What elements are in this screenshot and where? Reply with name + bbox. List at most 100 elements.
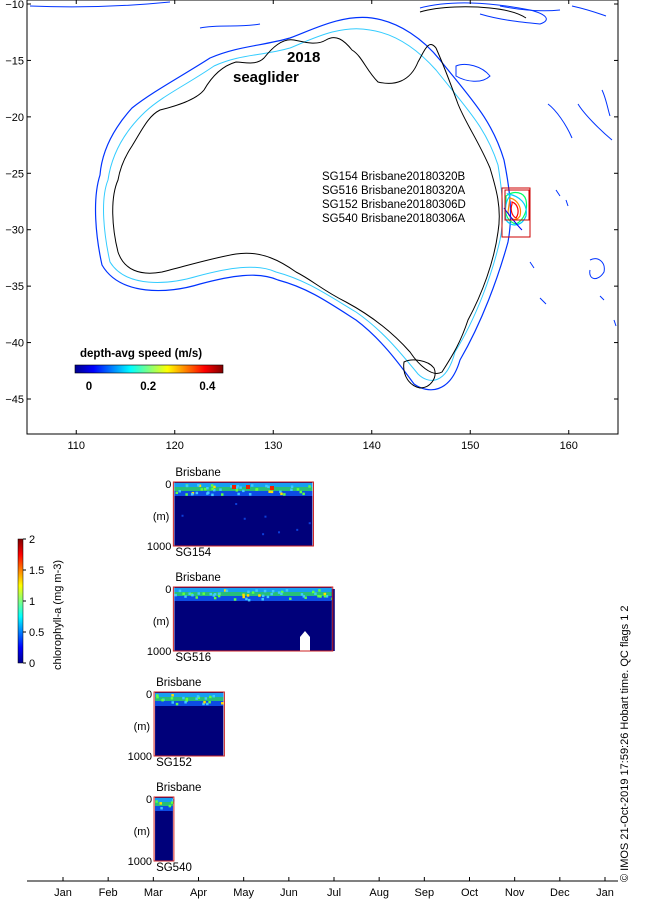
section-speckle [236, 484, 240, 488]
section-speckle [219, 488, 222, 491]
section-speckle [270, 592, 273, 596]
section-speckle [178, 589, 182, 593]
section-speckle [235, 489, 239, 492]
section-speckle [209, 592, 213, 596]
section-speckle [242, 489, 245, 493]
chl-colorbar-tick: 1.5 [29, 565, 44, 577]
speed-colorbar-gradient [74, 364, 224, 374]
section-speckle [263, 589, 267, 593]
section-location: Brisbane [156, 677, 201, 689]
section-speckle [190, 492, 194, 496]
section-speckle [202, 702, 205, 706]
section-high-chl [246, 485, 250, 489]
map-xtick-label: 130 [264, 440, 282, 452]
section-speckle [171, 799, 175, 802]
section-speckle [323, 594, 327, 598]
section-depth-unit: (m) [134, 721, 151, 733]
section-speckle [212, 694, 216, 698]
deployment-label-sg540: SG540 Brisbane20180306A [322, 213, 466, 225]
section-speckle [258, 594, 261, 597]
deployment-list: SG154 Brisbane20180320B SG516 Brisbane20… [322, 171, 466, 225]
section-speckle [200, 488, 203, 491]
section-speckle [206, 486, 209, 490]
section-speckle [191, 593, 194, 597]
section-speckle [170, 697, 174, 700]
section-speckle [223, 589, 227, 592]
glider-track-sg516 [504, 193, 527, 226]
section-speckle [185, 484, 189, 488]
section-speckle [242, 593, 245, 597]
section-speckle [195, 491, 199, 495]
month-tick-label: Nov [505, 887, 525, 899]
deployment-label-sg154: SG154 Brisbane20180320B [322, 171, 466, 183]
section-speckle [290, 488, 293, 492]
section-speckle [323, 592, 327, 596]
chl-colorbar-tick: 0.5 [29, 627, 44, 639]
section-speckle [184, 701, 187, 704]
section-depth-unit: (m) [153, 511, 170, 523]
month-tick-label: Jul [327, 887, 341, 899]
section-speckle [213, 593, 217, 596]
map-xtick-label: 150 [461, 440, 479, 452]
eastern-islands [455, 5, 617, 327]
section-speckle [175, 491, 179, 495]
section-background [155, 797, 173, 861]
speed-colorbar-tick: 0.2 [140, 381, 156, 393]
section-speckle [206, 702, 209, 706]
section-speckle [319, 595, 322, 598]
section-speckle [210, 484, 214, 487]
section-speckle [268, 490, 271, 493]
month-tick-label: Jan [596, 887, 614, 899]
chl-colorbar-ticks: 0 0.5 1 1.5 2 [23, 534, 44, 670]
section-depth-bottom: 1000 [147, 541, 171, 553]
month-tick-label: Mar [144, 887, 163, 899]
section-frame [172, 481, 314, 547]
section-speckle [314, 592, 317, 595]
section-speckle [296, 488, 300, 491]
section-speckle [308, 485, 311, 488]
map-ytick-label: −25 [5, 168, 24, 180]
section-speckle [289, 597, 292, 601]
section-deep-speckle [235, 503, 238, 506]
month-tick-label: Dec [550, 887, 570, 899]
section-subsurface-layer [155, 701, 224, 706]
section-speckle [188, 592, 191, 596]
section-speckle [212, 488, 216, 492]
section-speckle [156, 694, 159, 697]
section-speckle [168, 804, 172, 808]
section-speckle [266, 595, 270, 599]
map-panel: −10 −15 −20 −25 −30 −35 −40 −45 110 120 130 140 150… [5, 0, 619, 452]
section-deep-speckle [243, 517, 246, 520]
map-ytick-label: −35 [5, 281, 24, 293]
section-speckle [197, 696, 201, 699]
section-deep-speckle [181, 514, 184, 517]
section-surface-layer [174, 483, 313, 487]
section-deep-speckle [264, 515, 267, 518]
section-speckle [195, 697, 198, 700]
map-title-year: 2018 [287, 49, 320, 66]
section-speckle [185, 493, 188, 496]
section-deep-speckle [308, 522, 311, 525]
section-surface-layer [155, 693, 224, 697]
section-depth-top: 0 [165, 479, 171, 491]
section-speckle [171, 701, 174, 704]
deployment-box-a [501, 187, 531, 238]
glider-sections: Brisbane 0 (m) 1000 SG154 Brisbane 0 (m) 1000 SG5… [128, 467, 335, 874]
section-speckle [304, 596, 307, 599]
section-speckle [233, 598, 237, 601]
map-y-axis: −10 −15 −20 −25 −30 −35 −40 −45 [5, 0, 618, 406]
map-xtick-label: 120 [166, 440, 184, 452]
australia-coastline [112, 37, 500, 374]
section-speckle [208, 700, 211, 704]
section-chl-max-layer [155, 697, 224, 701]
timeline-panel: Jan Feb Mar Apr May Jun Jul Aug Sep Oct Nov Dec Jan … [17, 467, 631, 899]
deployment-box-b [504, 189, 530, 221]
section-speckle [280, 590, 284, 594]
isobath-1000m [103, 28, 504, 381]
section-speckle [155, 800, 158, 803]
section-deep-speckle [296, 528, 299, 531]
section-speckle [217, 594, 221, 598]
section-sg516: Brisbane 0 (m) 1000 SG516 [147, 572, 335, 664]
section-location: Brisbane [175, 467, 220, 479]
section-speckle [185, 697, 189, 701]
